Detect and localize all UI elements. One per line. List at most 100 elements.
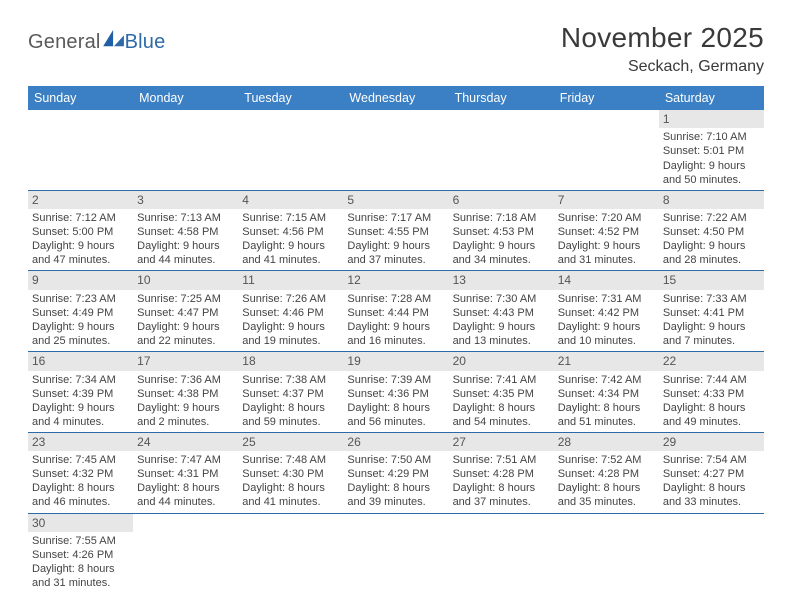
calendar-cell: 3Sunrise: 7:13 AMSunset: 4:58 PMDaylight… (133, 191, 238, 271)
calendar-cell: 6Sunrise: 7:18 AMSunset: 4:53 PMDaylight… (449, 191, 554, 271)
day-sunrise: Sunrise: 7:22 AM (663, 211, 760, 225)
day-sunset: Sunset: 4:39 PM (32, 387, 129, 401)
day-sunset: Sunset: 4:35 PM (453, 387, 550, 401)
calendar-week: 30Sunrise: 7:55 AMSunset: 4:26 PMDayligh… (28, 514, 764, 594)
day-number: 8 (659, 191, 764, 209)
day-sunset: Sunset: 4:52 PM (558, 225, 655, 239)
day-d2: and 35 minutes. (558, 495, 655, 509)
day-sunset: Sunset: 4:28 PM (558, 467, 655, 481)
day-d1: Daylight: 9 hours (453, 239, 550, 253)
day-d1: Daylight: 9 hours (663, 159, 760, 173)
day-d1: Daylight: 8 hours (32, 481, 129, 495)
day-sunrise: Sunrise: 7:28 AM (347, 292, 444, 306)
sail-icon (103, 30, 125, 48)
day-sunrise: Sunrise: 7:15 AM (242, 211, 339, 225)
day-d2: and 44 minutes. (137, 253, 234, 267)
day-d2: and 47 minutes. (32, 253, 129, 267)
day-d2: and 25 minutes. (32, 334, 129, 348)
calendar-week: 2Sunrise: 7:12 AMSunset: 5:00 PMDaylight… (28, 191, 764, 272)
day-info: Sunrise: 7:50 AMSunset: 4:29 PMDaylight:… (343, 451, 448, 512)
day-d2: and 37 minutes. (453, 495, 550, 509)
day-sunrise: Sunrise: 7:17 AM (347, 211, 444, 225)
calendar-cell: 14Sunrise: 7:31 AMSunset: 4:42 PMDayligh… (554, 271, 659, 351)
day-info: Sunrise: 7:10 AMSunset: 5:01 PMDaylight:… (659, 128, 764, 189)
calendar-cell (343, 514, 448, 594)
day-sunset: Sunset: 4:50 PM (663, 225, 760, 239)
calendar-cell (554, 514, 659, 594)
day-number: 13 (449, 271, 554, 289)
day-sunrise: Sunrise: 7:48 AM (242, 453, 339, 467)
calendar-week: 23Sunrise: 7:45 AMSunset: 4:32 PMDayligh… (28, 433, 764, 514)
day-number: 1 (659, 110, 764, 128)
day-info: Sunrise: 7:48 AMSunset: 4:30 PMDaylight:… (238, 451, 343, 512)
calendar-cell: 17Sunrise: 7:36 AMSunset: 4:38 PMDayligh… (133, 352, 238, 432)
day-d2: and 50 minutes. (663, 173, 760, 187)
calendar-cell: 28Sunrise: 7:52 AMSunset: 4:28 PMDayligh… (554, 433, 659, 513)
day-number: 10 (133, 271, 238, 289)
day-d2: and 34 minutes. (453, 253, 550, 267)
day-d1: Daylight: 8 hours (242, 481, 339, 495)
day-number: 9 (28, 271, 133, 289)
calendar-cell: 19Sunrise: 7:39 AMSunset: 4:36 PMDayligh… (343, 352, 448, 432)
day-sunrise: Sunrise: 7:38 AM (242, 373, 339, 387)
calendar-cell (133, 514, 238, 594)
day-sunset: Sunset: 4:31 PM (137, 467, 234, 481)
day-info: Sunrise: 7:18 AMSunset: 4:53 PMDaylight:… (449, 209, 554, 270)
day-d2: and 33 minutes. (663, 495, 760, 509)
calendar-cell: 25Sunrise: 7:48 AMSunset: 4:30 PMDayligh… (238, 433, 343, 513)
day-number: 4 (238, 191, 343, 209)
calendar-week: 16 Sunrise: 7:34 AMSunset: 4:39 PM Dayligh… (28, 352, 764, 433)
day-d1: Daylight: 9 hours (347, 320, 444, 334)
day-info: Sunrise: 7:47 AMSunset: 4:31 PMDaylight:… (133, 451, 238, 512)
day-d1: Daylight: 8 hours (558, 401, 655, 415)
day-number: 20 (449, 352, 554, 370)
calendar-cell (133, 110, 238, 190)
day-sunrise: Sunrise: 7:18 AM (453, 211, 550, 225)
day-d2: and 59 minutes. (242, 415, 339, 429)
day-sunset: Sunset: 4:36 PM (347, 387, 444, 401)
day-sunset: Sunset: 4:26 PM (32, 548, 129, 562)
day-number: 19 (343, 352, 448, 370)
dow-monday: Monday (133, 86, 238, 110)
day-number: 6 (449, 191, 554, 209)
day-number: 12 (343, 271, 448, 289)
day-sunset: Sunset: 4:42 PM (558, 306, 655, 320)
day-d2: and 51 minutes. (558, 415, 655, 429)
calendar-cell: 24Sunrise: 7:47 AMSunset: 4:31 PMDayligh… (133, 433, 238, 513)
calendar-cell: 15Sunrise: 7:33 AMSunset: 4:41 PMDayligh… (659, 271, 764, 351)
day-number: 28 (554, 433, 659, 451)
day-d1: Daylight: 9 hours (242, 239, 339, 253)
day-info: Sunrise: 7:44 AMSunset: 4:33 PMDaylight:… (659, 371, 764, 432)
day-sunset: Sunset: 5:00 PM (32, 225, 129, 239)
day-d1: Daylight: 8 hours (137, 481, 234, 495)
day-d1: Daylight: 8 hours (453, 401, 550, 415)
day-sunrise: Sunrise: 7:26 AM (242, 292, 339, 306)
day-info: Sunrise: 7:22 AMSunset: 4:50 PMDaylight:… (659, 209, 764, 270)
day-number: 24 (133, 433, 238, 451)
day-d1: Daylight: 9 hours (137, 239, 234, 253)
day-d2: and 44 minutes. (137, 495, 234, 509)
day-sunrise: Sunrise: 7:34 AM (32, 373, 129, 387)
day-sunset: Sunset: 4:58 PM (137, 225, 234, 239)
day-sunset: Sunset: 4:53 PM (453, 225, 550, 239)
day-d2: and 10 minutes. (558, 334, 655, 348)
day-sunrise: Sunrise: 7:41 AM (453, 373, 550, 387)
dow-wednesday: Wednesday (343, 86, 448, 110)
day-number: 16 (28, 352, 133, 370)
day-sunset: Sunset: 4:27 PM (663, 467, 760, 481)
calendar-cell (238, 110, 343, 190)
calendar-cell: 1Sunrise: 7:10 AMSunset: 5:01 PMDaylight… (659, 110, 764, 190)
day-sunset: Sunset: 4:34 PM (558, 387, 655, 401)
calendar-cell: 26Sunrise: 7:50 AMSunset: 4:29 PMDayligh… (343, 433, 448, 513)
day-number: 29 (659, 433, 764, 451)
day-sunrise: Sunrise: 7:36 AM (137, 373, 234, 387)
calendar-cell (449, 110, 554, 190)
dow-saturday: Saturday (659, 86, 764, 110)
calendar-cell: 27Sunrise: 7:51 AMSunset: 4:28 PMDayligh… (449, 433, 554, 513)
day-sunrise: Sunrise: 7:25 AM (137, 292, 234, 306)
calendar: Sunday Monday Tuesday Wednesday Thursday… (28, 86, 764, 593)
calendar-cell (343, 110, 448, 190)
calendar-cell (554, 110, 659, 190)
day-d2: and 28 minutes. (663, 253, 760, 267)
day-sunset: Sunset: 4:37 PM (242, 387, 339, 401)
